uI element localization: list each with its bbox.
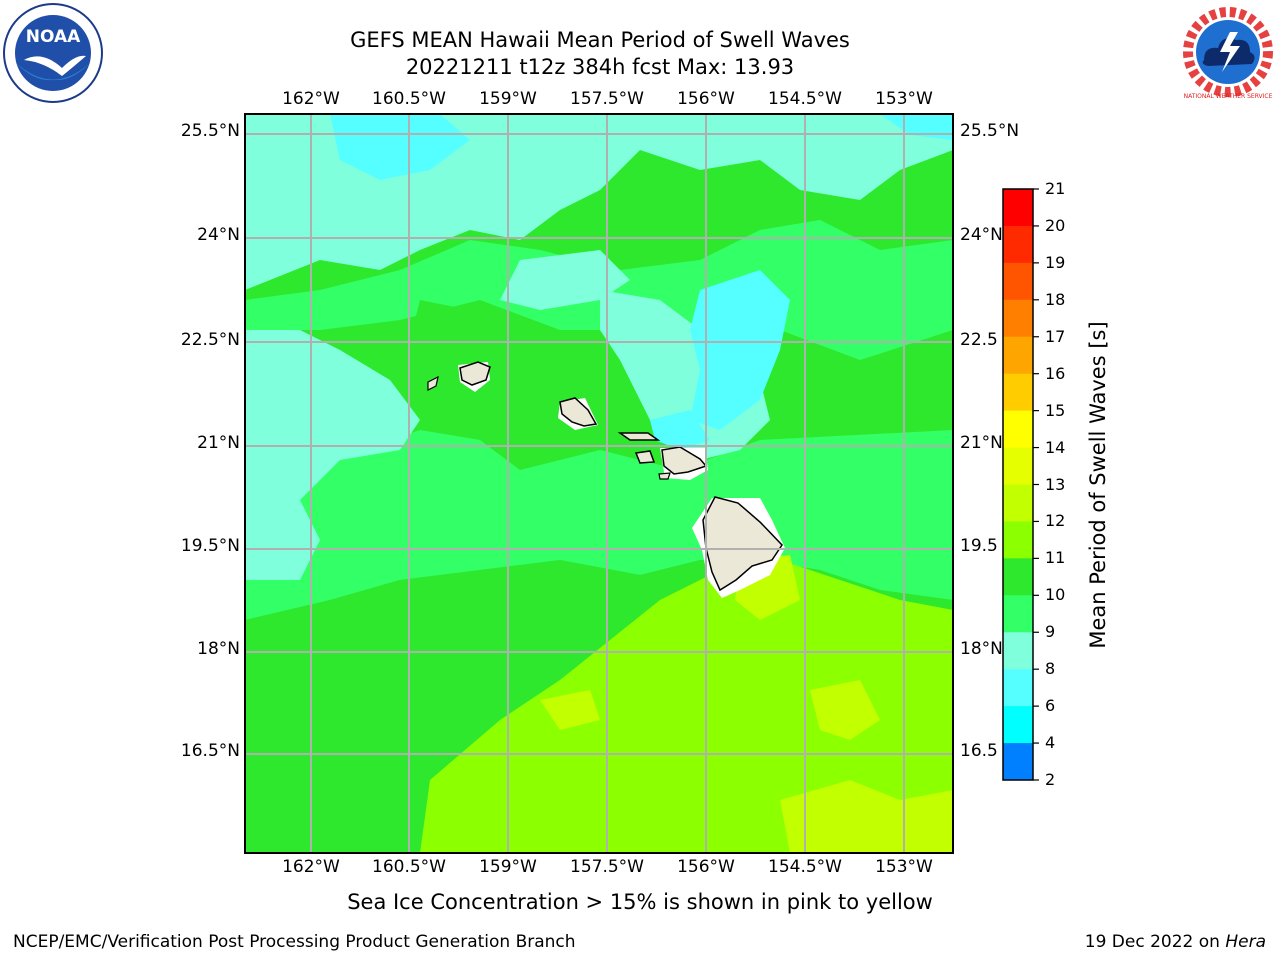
colorbar-tick-label: 6 — [1045, 696, 1056, 716]
colorbar-tick-label: 16 — [1045, 363, 1066, 383]
lat-label-left-22-5n: 22.5°N — [180, 330, 240, 350]
colorbar-tick-label: 20 — [1045, 215, 1066, 235]
lon-label-top-160-5w: 160.5°W — [372, 89, 446, 109]
lat-label-right-18n: 18°N — [960, 639, 1003, 659]
colorbar-segment — [1003, 373, 1033, 412]
colorbar-segment — [1003, 484, 1033, 522]
oahu-island — [559, 397, 598, 427]
lon-label-bottom-159w: 159°W — [479, 857, 537, 877]
colorbar-tick-label: 8 — [1045, 659, 1056, 679]
colorbar — [1002, 188, 1039, 781]
kahoolawe-island — [658, 472, 671, 480]
map-frame — [244, 113, 954, 854]
colorbar-segment — [1003, 706, 1033, 744]
lanai-island — [634, 450, 656, 464]
lon-label-top-159w: 159°W — [479, 89, 537, 109]
lat-label-right-19-5n: 19.5 — [960, 536, 998, 556]
colorbar-segment — [1003, 521, 1033, 559]
noaa-logo: NOAA — [2, 2, 104, 108]
footer-credit: NCEP/EMC/Verification Post Processing Pr… — [13, 932, 576, 952]
lon-label-bottom-157-5w: 157.5°W — [570, 857, 644, 877]
lat-label-right-24n: 24°N — [960, 225, 1003, 245]
footer-date: 19 Dec 2022 on Hera — [1085, 932, 1266, 952]
colorbar-tick-label: 21 — [1045, 179, 1066, 198]
lat-label-left-25-5n: 25.5°N — [180, 121, 240, 141]
kauai-island — [459, 361, 491, 386]
sea-ice-note: Sea Ice Concentration > 15% is shown in … — [347, 890, 933, 914]
lon-label-bottom-156w: 156°W — [677, 857, 735, 877]
map-subtitle: 20221211 t12z 384h fcst Max: 13.93 — [405, 55, 795, 79]
lon-label-bottom-160-5w: 160.5°W — [372, 857, 446, 877]
colorbar-segment — [1003, 262, 1033, 301]
swell-period-field — [245, 114, 953, 853]
lat-label-right-16-5n: 16.5 — [960, 741, 998, 761]
colorbar-tick-label: 2 — [1045, 770, 1056, 789]
colorbar-tick-label: 14 — [1045, 437, 1066, 457]
lon-label-top-153w: 153°W — [875, 89, 933, 109]
graticule — [245, 114, 953, 853]
colorbar-tick-label: 15 — [1045, 400, 1066, 420]
colorbar-tick-label: 13 — [1045, 474, 1066, 494]
colorbar-tick-label: 19 — [1045, 252, 1066, 272]
lon-label-bottom-162w: 162°W — [282, 857, 340, 877]
maui-island — [661, 446, 708, 475]
colorbar-segment — [1003, 336, 1033, 375]
colorbar-segment — [1003, 410, 1033, 449]
colorbar-segment — [1003, 299, 1033, 338]
lon-label-top-156w: 156°W — [677, 89, 735, 109]
colorbar-tick-label: 4 — [1045, 733, 1056, 753]
molokai-island — [617, 432, 661, 441]
lat-label-right-25-5n: 25.5°N — [960, 121, 1020, 141]
lat-label-right-21n: 21°N — [960, 433, 1003, 453]
colorbar-segment — [1003, 558, 1033, 596]
noaa-logo-text: NOAA — [26, 27, 81, 47]
lat-label-left-18n: 18°N — [197, 639, 240, 659]
colorbar-tick-label: 12 — [1045, 511, 1066, 531]
lon-label-top-157-5w: 157.5°W — [570, 89, 644, 109]
niihau-island — [427, 375, 439, 391]
land-mask — [427, 361, 785, 598]
lon-label-bottom-154-5w: 154.5°W — [768, 857, 842, 877]
colorbar-segment — [1003, 447, 1033, 485]
map-title: GEFS MEAN Hawaii Mean Period of Swell Wa… — [350, 28, 850, 52]
colorbar-segment — [1003, 632, 1033, 670]
lat-label-left-24n: 24°N — [197, 225, 240, 245]
colorbar-tick-label: 10 — [1045, 585, 1066, 605]
nws-logo-text: NATIONAL WEATHER SERVICE — [1184, 93, 1273, 100]
nws-logo: NATIONAL WEATHER SERVICE — [1178, 2, 1278, 106]
colorbar-segment — [1003, 669, 1033, 707]
lat-label-left-19-5n: 19.5°N — [180, 536, 240, 556]
colorbar-title: Mean Period of Swell Waves [s] — [1086, 321, 1110, 649]
colorbar-tick-label: 17 — [1045, 326, 1066, 346]
colorbar-tick-label: 9 — [1045, 622, 1056, 642]
lat-label-left-21n: 21°N — [197, 433, 240, 453]
footer-date-text: 19 Dec 2022 on — [1084, 932, 1226, 952]
colorbar-segment — [1003, 189, 1033, 227]
lon-label-top-154-5w: 154.5°W — [768, 89, 842, 109]
lon-label-top-162w: 162°W — [282, 89, 340, 109]
colorbar-tick-label: 11 — [1045, 548, 1066, 568]
colorbar-segment — [1003, 225, 1033, 264]
lon-label-bottom-153w: 153°W — [875, 857, 933, 877]
colorbar-segment — [1003, 595, 1033, 633]
footer-host: Hera — [1225, 932, 1266, 952]
colorbar-segment — [1003, 743, 1033, 781]
colorbar-tick-label: 18 — [1045, 289, 1066, 309]
lat-label-left-16-5n: 16.5°N — [180, 741, 240, 761]
lat-label-right-22-5n: 22.5 — [960, 330, 998, 350]
